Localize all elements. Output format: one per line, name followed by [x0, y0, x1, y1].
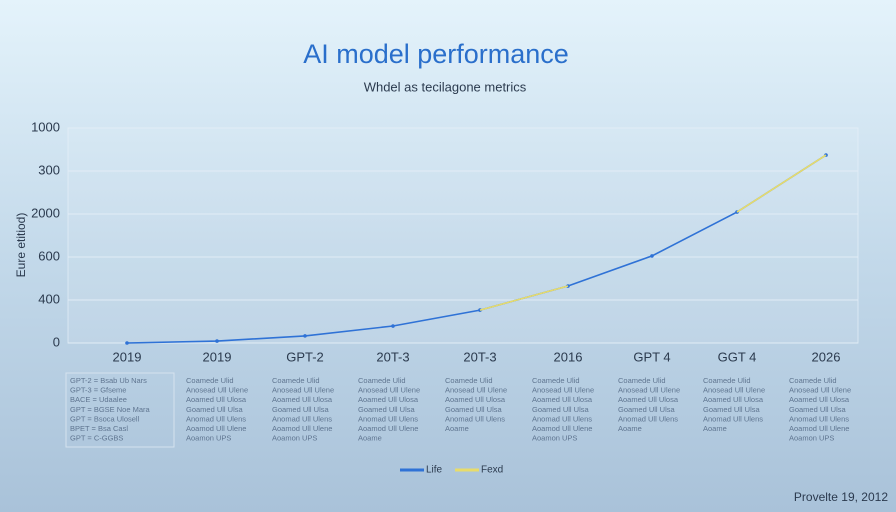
- annotation-text: Coamede Ulid: [445, 376, 493, 385]
- annotation-text: GPT = Bsoca Ulosell: [70, 414, 140, 423]
- annotation-text: GPT-2 = Bsab Ub Nars: [70, 376, 147, 385]
- annotation-text: Goamed Ull Ulsa: [532, 405, 590, 414]
- annotation-text: Goamed Ull Ulsa: [186, 405, 244, 414]
- annotation-text: Anosead Ull Ulene: [186, 386, 248, 395]
- x-tick-label: 2019: [113, 349, 142, 364]
- annotation-text: Goamed Ull Ulsa: [358, 405, 416, 414]
- legend-label: Life: [426, 465, 443, 476]
- annotation-text: Aoamon UPS: [186, 434, 231, 443]
- point: [215, 339, 219, 343]
- y-axis-label: Eure etitiod): [14, 213, 28, 278]
- annotation-text: Goamed Ull Ulsa: [789, 405, 847, 414]
- annotation-text: Goamed Ull Ulsa: [272, 405, 330, 414]
- point: [303, 334, 307, 338]
- annotation-text: Aoamed Ull Ulosa: [532, 395, 593, 404]
- footer: Provelte 19, 2012: [794, 490, 888, 504]
- annotation-text: Anosead Ull Ulene: [272, 386, 334, 395]
- annotation-text: Aoamod Ull Ulene: [272, 424, 332, 433]
- annotation-text: Coamede Ulid: [703, 376, 751, 385]
- annotation-text: Aoamod Ull Ulene: [358, 424, 418, 433]
- y-tick-label: 2000: [31, 205, 60, 220]
- point: [391, 324, 395, 328]
- annotation-text: Aoamed Ull Ulosa: [186, 395, 247, 404]
- x-tick-label: GPT 4: [633, 349, 670, 364]
- annotation-text: Anosead Ull Ulene: [618, 386, 680, 395]
- annotation-text: Aoame: [445, 424, 469, 433]
- y-tick-label: 0: [53, 334, 60, 349]
- annotation-text: Aoamod Ull Ulene: [532, 424, 592, 433]
- annotation-text: Aoame: [618, 424, 642, 433]
- plot-area: [67, 127, 859, 344]
- annotation-text: Anomad Ull Ulens: [618, 414, 678, 423]
- annotation-text: Goamed Ull Ulsa: [445, 405, 503, 414]
- annotation-text: Coamede Ulid: [618, 376, 666, 385]
- annotation-text: Anosead Ull Ulene: [789, 386, 851, 395]
- annotation-text: Aoamed Ull Ulosa: [445, 395, 506, 404]
- annotation-text: Anomad Ull Ulens: [703, 414, 763, 423]
- annotation-text: Aoamon UPS: [532, 434, 577, 443]
- annotation-text: Aoame: [703, 424, 727, 433]
- point: [125, 341, 129, 345]
- annotation-text: Anomad Ull Ulens: [186, 414, 246, 423]
- annotation-text: Aoame: [358, 434, 382, 443]
- annotation-text: Anosead Ull Ulene: [445, 386, 507, 395]
- x-tick-label: 2016: [554, 349, 583, 364]
- annotation-text: Aoamon UPS: [789, 434, 834, 443]
- y-tick-label: 600: [38, 248, 60, 263]
- annotation-text: Aoamed Ull Ulosa: [358, 395, 419, 404]
- point: [650, 254, 654, 258]
- chart-subtitle: Whdel as tecilagone metrics: [364, 79, 527, 94]
- x-tick-label: GPT-2: [286, 349, 324, 364]
- annotation-box: [65, 372, 175, 448]
- annotation-text: Anomad Ull Ulens: [358, 414, 418, 423]
- x-tick-label: 2026: [812, 349, 841, 364]
- x-tick-label: 20T-3: [376, 349, 409, 364]
- y-tick-label: 400: [38, 291, 60, 306]
- annotation-text: Anosead Ull Ulene: [358, 386, 420, 395]
- annotation-text: Coamede Ulid: [186, 376, 234, 385]
- annotation-text: GPT = C-GGBS: [70, 434, 123, 443]
- x-tick-label: 20T-3: [463, 349, 496, 364]
- x-tick-label: 2019: [203, 349, 232, 364]
- annotation-text: Coamede Ulid: [532, 376, 580, 385]
- annotation-text: Goamed Ull Ulsa: [703, 405, 761, 414]
- annotation-text: Anomad Ull Ulens: [445, 414, 505, 423]
- annotation-text: Anomad Ull Ulens: [272, 414, 332, 423]
- annotation-text: Coamede Ulid: [358, 376, 406, 385]
- annotation-text: Goamed Ull Ulsa: [618, 405, 676, 414]
- annotation-text: Aoamed Ull Ulosa: [789, 395, 850, 404]
- annotation-text: BPET = Bsa Casl: [70, 424, 128, 433]
- annotation-text: Anomad Ull Ulens: [532, 414, 592, 423]
- annotation-text: Anomad Ull Ulens: [789, 414, 849, 423]
- annotation-text: Aoamon UPS: [272, 434, 317, 443]
- annotation-text: Aoamed Ull Ulosa: [618, 395, 679, 404]
- annotation-text: Aoamod Ull Ulene: [186, 424, 246, 433]
- annotation-text: Aoamod Ull Ulene: [789, 424, 849, 433]
- annotation-text: Aoamed Ull Ulosa: [703, 395, 764, 404]
- annotation-text: Coamede Ulid: [789, 376, 837, 385]
- y-tick-label: 1000: [31, 119, 60, 134]
- annotation-text: Aoamed Ull Ulosa: [272, 395, 333, 404]
- annotation-text: Anosead Ull Ulene: [532, 386, 594, 395]
- annotation-text: BACE = Udaalee: [70, 395, 127, 404]
- annotation-text: Anosead Ull Ulene: [703, 386, 765, 395]
- annotation-text: GPT-3 = Gfseme: [70, 386, 126, 395]
- y-tick-label: 300: [38, 162, 60, 177]
- chart-title: AI model performance: [303, 39, 569, 69]
- annotation-text: GPT = BGSE Noe Mara: [70, 405, 151, 414]
- series-line: [479, 154, 827, 311]
- annotation-text: Coamede Ulid: [272, 376, 320, 385]
- x-tick-label: GGT 4: [718, 349, 757, 364]
- legend-label: Fexd: [481, 465, 503, 476]
